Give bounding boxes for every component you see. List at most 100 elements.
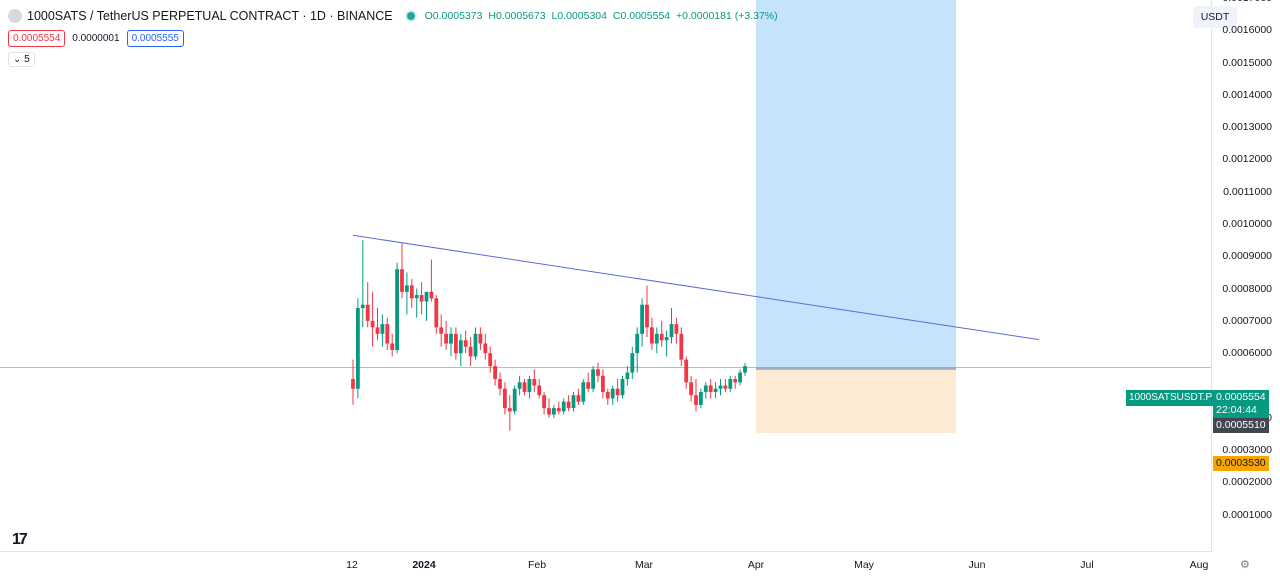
candle-body xyxy=(605,391,610,399)
candle-body xyxy=(566,401,571,409)
time-tick-label: Mar xyxy=(634,559,654,571)
candle xyxy=(561,398,566,415)
candle-body xyxy=(414,295,419,299)
candle xyxy=(659,320,664,347)
candle-body xyxy=(610,388,615,399)
candle xyxy=(581,379,586,405)
candle-body xyxy=(659,333,664,341)
candle-body xyxy=(532,379,537,386)
candle-body xyxy=(684,359,689,383)
symbol-title[interactable]: 1000SATS / TetherUS PERPETUAL CONTRACT ·… xyxy=(27,9,393,23)
candle-body xyxy=(645,304,649,328)
current-price-label: 0.0005554 22:04:44 xyxy=(1213,390,1269,418)
candle-body xyxy=(483,343,488,354)
candle xyxy=(542,391,546,415)
price-tick-label: 0.0014000 xyxy=(1222,88,1272,101)
candle-body xyxy=(596,369,600,376)
candle-body xyxy=(699,391,703,405)
legend-bar: 1000SATS / TetherUS PERPETUAL CONTRACT ·… xyxy=(8,9,781,23)
price-axis[interactable]: 0.0017000 0.0016000 0.0015000 0.0014000 0.00… xyxy=(1212,0,1280,552)
chart-pane[interactable] xyxy=(0,0,1212,552)
candle-body xyxy=(547,408,551,415)
price-tick-label: 0.0017000 xyxy=(1222,0,1272,4)
candle-body xyxy=(400,269,404,292)
candle-body xyxy=(738,372,742,383)
time-tick-label: May xyxy=(854,559,874,571)
candle-body xyxy=(527,379,532,392)
sell-price-button[interactable]: 0.0005554 xyxy=(8,30,66,47)
candle-body xyxy=(439,327,444,334)
change-value: +0.0000181 (+3.37%) xyxy=(676,10,778,22)
candle-body xyxy=(351,379,355,389)
buy-price-button[interactable]: 0.0005555 xyxy=(126,30,184,47)
candle-body xyxy=(591,369,595,389)
candle xyxy=(493,359,497,386)
candle xyxy=(449,327,453,357)
candle xyxy=(478,327,483,350)
loss-zone xyxy=(756,369,956,433)
candle xyxy=(380,314,385,347)
high-value: H0.0005673 xyxy=(488,10,546,22)
symbol-logo-icon[interactable] xyxy=(8,9,22,23)
candle xyxy=(547,398,551,418)
spread-value: 0.0000001 xyxy=(72,33,120,44)
chart-settings-icon[interactable]: ⚙ xyxy=(1240,559,1250,571)
candle-body xyxy=(434,298,439,328)
candle-body xyxy=(556,408,561,412)
candle xyxy=(463,330,468,354)
candle-body xyxy=(488,353,493,367)
candle-body xyxy=(463,340,468,347)
candle-body xyxy=(507,408,512,412)
candle-body xyxy=(620,379,625,396)
candle xyxy=(645,285,649,338)
candle xyxy=(434,295,439,334)
candle xyxy=(630,346,635,380)
profit-zone xyxy=(756,0,956,370)
candle-body xyxy=(561,401,566,412)
low-value: L0.0005304 xyxy=(551,10,607,22)
candle xyxy=(635,327,640,373)
candle-body xyxy=(650,327,654,344)
candle-body xyxy=(640,304,644,334)
stop-price-label: 0.0005510 xyxy=(1213,418,1269,433)
candle xyxy=(586,372,591,392)
price-tick-label: 0.0011000 xyxy=(1223,185,1272,198)
tradingview-logo-icon[interactable]: 17 xyxy=(12,531,28,548)
candle xyxy=(468,337,473,367)
candle xyxy=(507,395,512,431)
candle xyxy=(458,333,463,367)
candle-body xyxy=(708,385,713,392)
candle-body xyxy=(664,337,669,341)
candle xyxy=(684,356,689,389)
candle-body xyxy=(405,285,409,292)
candle-body xyxy=(522,382,527,392)
candle xyxy=(743,362,747,376)
candle-body xyxy=(689,382,693,396)
price-tick-label: 0.0002000 xyxy=(1222,476,1272,489)
price-chart[interactable] xyxy=(0,0,1212,552)
candle xyxy=(566,395,571,412)
candle xyxy=(409,278,414,308)
ohlc-values: O0.0005373 H0.0005673 L0.0005304 C0.0005… xyxy=(425,10,781,22)
candle-body xyxy=(385,324,390,344)
candle xyxy=(385,317,390,350)
price-tick-label: 0.0003000 xyxy=(1222,444,1272,457)
indicators-toggle-button[interactable]: ⌄ 5 xyxy=(8,52,35,67)
price-tick-label: 0.0010000 xyxy=(1222,218,1272,230)
candle xyxy=(419,282,424,315)
candle xyxy=(654,327,659,354)
candle xyxy=(473,327,478,360)
candle-body xyxy=(713,388,718,392)
candle-body xyxy=(625,372,630,380)
time-tick-label: Jul xyxy=(1080,559,1094,571)
candle-body xyxy=(512,388,517,412)
candle-body xyxy=(468,346,473,357)
candle xyxy=(650,317,654,350)
time-axis[interactable]: 12 2024 Feb Mar Apr May Jun Jul Aug xyxy=(0,552,1212,579)
price-tick-label: 0.0016000 xyxy=(1222,24,1272,37)
candle xyxy=(483,333,488,360)
currency-button[interactable]: USDT xyxy=(1193,6,1237,28)
candle-body xyxy=(498,379,502,389)
candle xyxy=(351,359,355,405)
candle-body xyxy=(429,291,434,299)
